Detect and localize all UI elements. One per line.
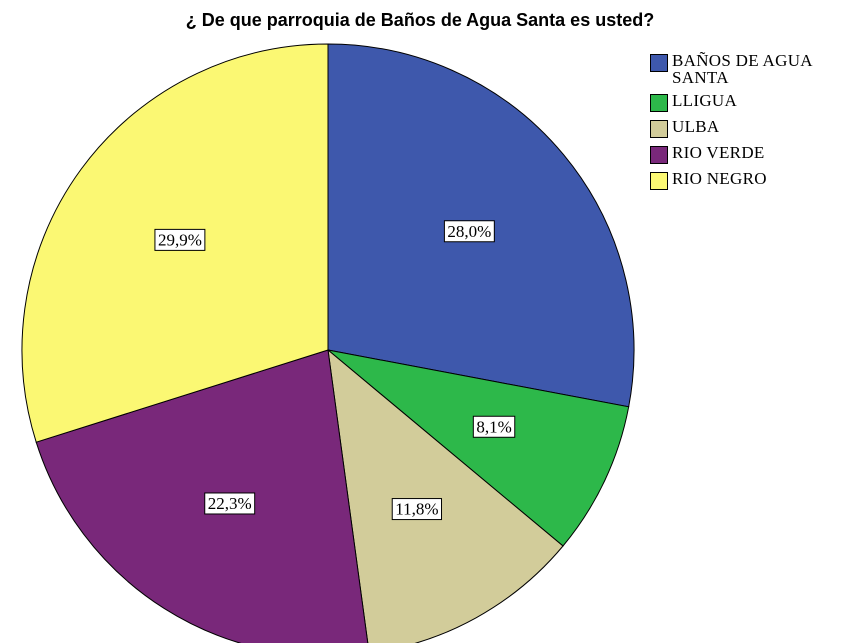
data-label-text: 22,3% [208,494,252,513]
legend-item: LLIGUA [650,92,850,112]
legend-item: BAÑOS DE AGUA SANTA [650,52,850,86]
data-label-text: 29,9% [158,230,202,249]
data-label-text: 11,8% [395,500,438,519]
data-label-box [391,498,443,521]
data-label: 8,1% [472,415,516,438]
legend-label: LLIGUA [672,91,738,110]
legend-swatch [650,146,668,164]
legend-label: RIO NEGRO [672,169,767,188]
data-label: 29,9% [154,228,206,251]
legend-label: BAÑOS DE AGUA SANTA [672,51,812,87]
data-label-box [472,415,516,438]
legend-item: RIO VERDE [650,144,850,164]
data-label-box [443,220,495,243]
pie-slice [327,348,564,643]
pie-slice [35,349,369,643]
pie-slice [326,349,630,547]
legend-label: ULBA [672,117,720,136]
legend-item: ULBA [650,118,850,138]
data-label: 11,8% [391,498,443,521]
legend-swatch [650,172,668,190]
legend-swatch [650,54,668,72]
data-label: 28,0% [443,220,495,243]
data-label-text: 8,1% [476,417,511,436]
legend: BAÑOS DE AGUA SANTA LLIGUA ULBA RIO VERDE RI… [650,52,850,196]
data-label-box [204,492,256,515]
legend-swatch [650,120,668,138]
legend-swatch [650,94,668,112]
legend-item: RIO NEGRO [650,170,850,190]
data-label-text: 28,0% [447,222,491,241]
data-label-box [154,228,206,251]
chart-title: ¿ De que parroquia de Baños de Agua Sant… [186,10,654,30]
data-label: 22,3% [204,492,256,515]
legend-label: RIO VERDE [672,143,765,162]
